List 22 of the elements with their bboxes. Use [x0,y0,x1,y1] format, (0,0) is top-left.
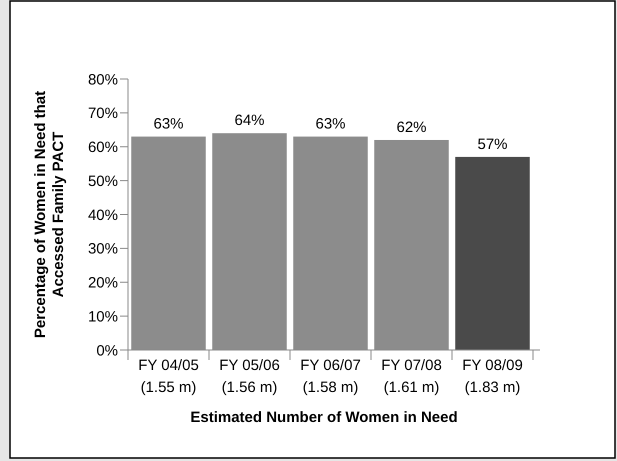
y-tick-label: 10% [88,308,118,326]
y-tick-label: 30% [88,240,118,258]
bar [455,156,530,350]
y-tick-label: 70% [88,105,118,122]
data-label: 63% [315,116,346,133]
x-tick-label: FY 07/08 (1.61 m) [381,357,442,396]
x-tick-label: FY 08/09 (1.83 m) [462,357,523,396]
y-tick-label: 0% [96,342,118,360]
data-label: 64% [234,112,265,130]
y-tick-label: 40% [88,206,118,224]
data-label: 63% [153,116,184,133]
x-tick-label: FY 06/07 (1.58 m) [300,357,361,396]
y-tick-label: 60% [88,139,118,156]
x-tick-label: FY 04/05 (1.55 m) [138,357,199,396]
data-label: 57% [477,136,508,153]
y-tick-label: 80% [88,71,118,88]
data-label: 62% [396,118,427,136]
x-tick-label: FY 05/06 (1.56 m) [219,357,280,396]
y-axis-title: Percentage of Women in Need that Accessed Family PACT [32,90,67,338]
y-tick-label: 20% [88,274,118,292]
y-tick-label: 50% [88,172,118,190]
x-axis-title: Estimated Number of Women in Need [190,409,458,426]
